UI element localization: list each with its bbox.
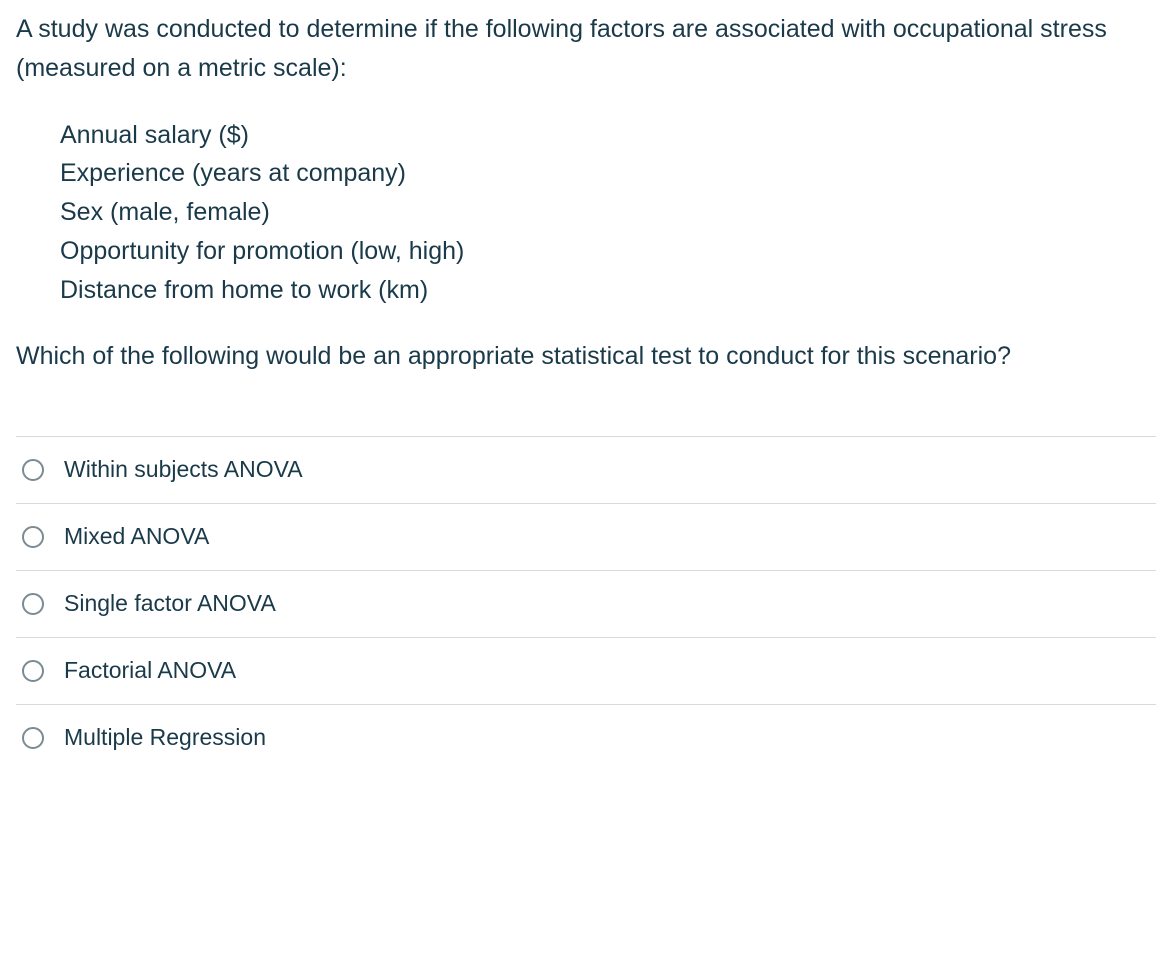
radio-icon[interactable]: [22, 593, 44, 615]
radio-icon[interactable]: [22, 526, 44, 548]
option-label: Factorial ANOVA: [64, 656, 236, 686]
option-row[interactable]: Factorial ANOVA: [16, 637, 1156, 704]
radio-icon[interactable]: [22, 727, 44, 749]
factor-item: Distance from home to work (km): [60, 271, 1156, 310]
option-label: Mixed ANOVA: [64, 522, 209, 552]
option-row[interactable]: Mixed ANOVA: [16, 503, 1156, 570]
question-tail: Which of the following would be an appro…: [16, 337, 1156, 376]
radio-icon[interactable]: [22, 459, 44, 481]
option-label: Single factor ANOVA: [64, 589, 276, 619]
factor-list: Annual salary ($) Experience (years at c…: [16, 116, 1156, 310]
option-label: Multiple Regression: [64, 723, 266, 753]
factor-item: Annual salary ($): [60, 116, 1156, 155]
factor-item: Opportunity for promotion (low, high): [60, 232, 1156, 271]
factor-item: Experience (years at company): [60, 154, 1156, 193]
factor-item: Sex (male, female): [60, 193, 1156, 232]
option-row[interactable]: Single factor ANOVA: [16, 570, 1156, 637]
question-container: A study was conducted to determine if th…: [16, 10, 1156, 376]
question-stem: A study was conducted to determine if th…: [16, 10, 1156, 88]
radio-icon[interactable]: [22, 660, 44, 682]
option-row[interactable]: Multiple Regression: [16, 704, 1156, 771]
option-row[interactable]: Within subjects ANOVA: [16, 436, 1156, 503]
option-label: Within subjects ANOVA: [64, 455, 303, 485]
options-group: Within subjects ANOVA Mixed ANOVA Single…: [16, 436, 1156, 770]
